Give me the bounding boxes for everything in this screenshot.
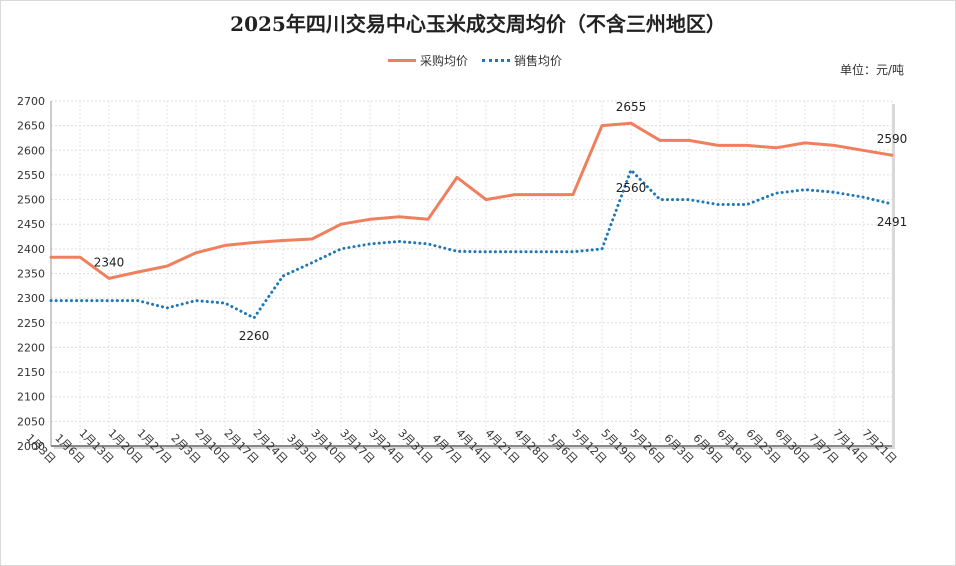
y-tick-label: 2350 [17, 268, 45, 281]
legend-swatch-sell [482, 59, 511, 62]
data-label: 2560 [616, 181, 647, 195]
legend-item-buy: 采购均价 [388, 52, 468, 69]
unit-label: 单位：元/吨 [839, 63, 904, 77]
series-line-buy [49, 121, 894, 280]
y-tick-label: 2550 [17, 169, 45, 182]
y-tick-label: 2400 [17, 243, 45, 256]
legend-item-sell: 销售均价 [482, 52, 562, 69]
legend-swatch-buy [388, 59, 416, 62]
legend-label-buy: 采购均价 [420, 54, 469, 68]
data-label: 2260 [239, 329, 270, 343]
y-tick-label: 2200 [17, 341, 45, 354]
y-tick-label: 2500 [17, 194, 45, 207]
chart-title: 2025年四川交易中心玉米成交周均价（不含三州地区） [230, 12, 726, 36]
data-label: 2655 [616, 100, 647, 114]
y-tick-label: 2300 [17, 292, 45, 305]
data-label: 2491 [877, 215, 908, 229]
y-tick-label: 2100 [17, 391, 45, 404]
y-tick-label: 2600 [17, 144, 45, 157]
y-tick-label: 2700 [17, 95, 45, 108]
y-tick-label: 2000 [17, 440, 45, 453]
y-tick-label: 2450 [17, 218, 45, 231]
series-line-sell [49, 168, 894, 320]
data-label: 2340 [94, 255, 125, 269]
y-tick-label: 2050 [17, 415, 45, 428]
y-tick-label: 2650 [17, 120, 45, 133]
y-tick-label: 2250 [17, 317, 45, 330]
data-label: 2590 [877, 132, 908, 146]
legend-label-sell: 销售均价 [514, 54, 563, 68]
y-tick-label: 2150 [17, 366, 45, 379]
legend: 采购均价 销售均价 [388, 52, 562, 69]
